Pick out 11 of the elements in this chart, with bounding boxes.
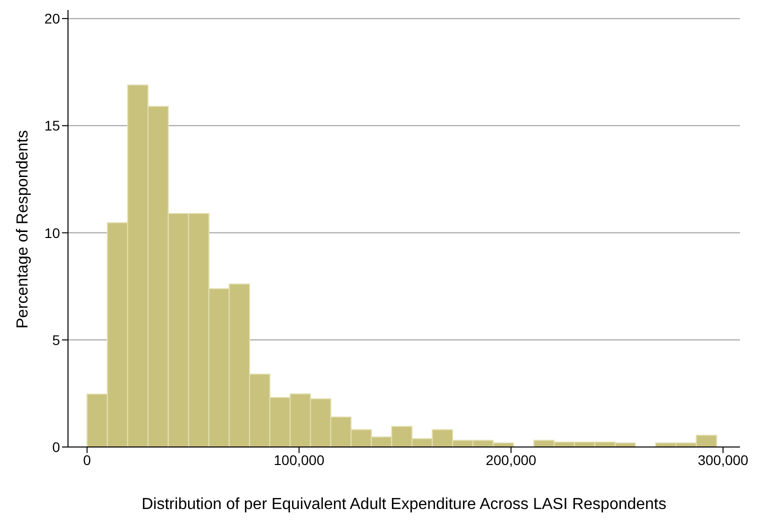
x-tick-label: 0	[83, 452, 92, 468]
x-tick-label: 100,000	[274, 452, 325, 468]
x-tick-label: 200,000	[486, 452, 537, 468]
y-tick-label: 20	[44, 10, 60, 27]
x-tick-label: 300,000	[698, 452, 749, 468]
y-axis-title: Percentage of Respondents	[14, 130, 32, 328]
y-tick-label: 5	[52, 332, 60, 348]
y-tick-label: 0	[52, 438, 60, 455]
y-tick-label: 15	[44, 118, 60, 134]
y-tick-label: 10	[44, 224, 60, 241]
x-axis-title: Distribution of per Equivalent Adult Expenditure Across LASI Respondents	[142, 496, 666, 513]
